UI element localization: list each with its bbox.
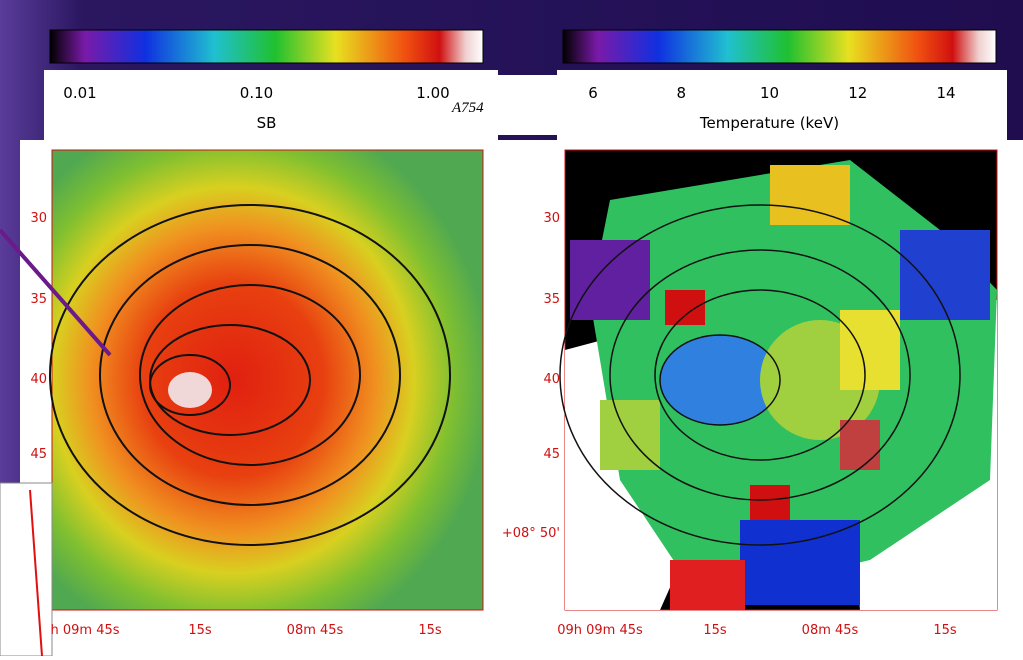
colorbar-tick-label: 6: [588, 84, 598, 102]
object-name: A754: [451, 100, 484, 116]
inset: [0, 483, 52, 656]
colorbar-tick-label: 8: [676, 84, 686, 102]
x-tick-label: 08m 45s: [802, 623, 859, 638]
colorbar-tick-label: 14: [936, 84, 955, 102]
y-tick-label: 40: [30, 372, 47, 387]
y-tick-label: +08° 50': [502, 526, 560, 541]
colorbar-label: SB: [257, 114, 277, 132]
x-tick-label: 15s: [933, 623, 957, 638]
colorbar-tick-label: 0.10: [240, 84, 273, 102]
figure: A754 0.01 0.10 1.00 SB 30 35 40 45 h 09m 45s 15s 08…: [0, 0, 1023, 656]
y-tick-label: 35: [543, 292, 560, 307]
colorbar-tick-label: 1.00: [416, 84, 449, 102]
x-tick-label: h 09m 45s: [50, 623, 119, 638]
y-tick-label: 40: [543, 372, 560, 387]
colorbar-tick-label: 0.01: [63, 84, 96, 102]
colorbar: [50, 30, 483, 63]
core: [168, 372, 212, 408]
sb-map: [52, 150, 483, 610]
y-tick-label: 45: [30, 447, 47, 462]
x-tick-label: 15s: [703, 623, 727, 638]
y-tick-label: 30: [543, 211, 560, 226]
x-tick-label: 09h 09m 45s: [557, 623, 643, 638]
temperature-cells: [565, 160, 997, 610]
colorbar-label: Temperature (keV): [699, 114, 839, 132]
y-tick-label: 30: [30, 211, 47, 226]
colorbar: [563, 30, 996, 63]
x-tick-label: 15s: [188, 623, 212, 638]
x-tick-label: 15s: [418, 623, 442, 638]
colorbar-tick-label: 10: [760, 84, 779, 102]
y-tick-label: 35: [30, 292, 47, 307]
x-tick-label: 08m 45s: [287, 623, 344, 638]
colorbar-tick-label: 12: [848, 84, 867, 102]
y-tick-label: 45: [543, 447, 560, 462]
